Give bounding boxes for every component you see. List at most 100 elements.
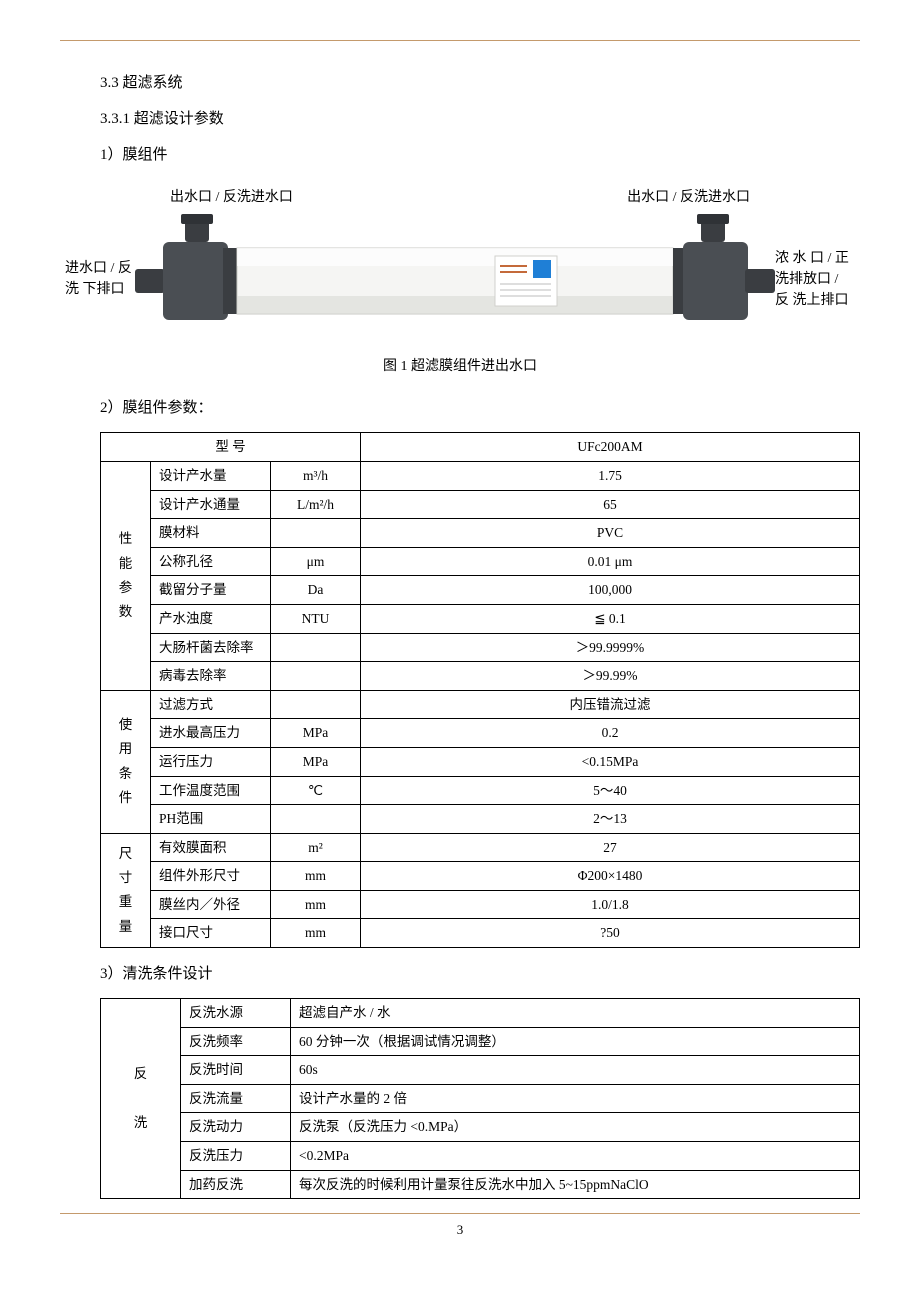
clean-value: <0.2MPa <box>291 1142 860 1171</box>
spec-value: 1.75 <box>361 461 860 490</box>
clean-value: 超滤自产水 / 水 <box>291 999 860 1028</box>
spec-unit: ℃ <box>271 776 361 805</box>
point-1-membrane: 1）膜组件 <box>100 143 860 167</box>
table-row: 设计产水通量 L/m²/h 65 <box>101 490 860 519</box>
spec-value: 27 <box>361 833 860 862</box>
table-row: 加药反洗 每次反洗的时候利用计量泵往反洗水中加入 5~15ppmNaClO <box>101 1170 860 1199</box>
spec-value: ≦ 0.1 <box>361 604 860 633</box>
bottom-rule <box>60 1213 860 1214</box>
table-row: 性能参数 设计产水量 m³/h 1.75 <box>101 461 860 490</box>
spec-unit <box>271 690 361 719</box>
spec-table: 型 号 UFc200AM 性能参数 设计产水量 m³/h 1.75 设计产水通量… <box>100 432 860 948</box>
spec-unit: Da <box>271 576 361 605</box>
diagram-label-side-right: 浓 水 口 / 正洗排放口 / 反 洗上排口 <box>775 248 855 311</box>
table-row: 组件外形尺寸 mm Φ200×1480 <box>101 862 860 891</box>
page-number: 3 <box>60 1220 860 1241</box>
spec-header-value: UFc200AM <box>361 433 860 462</box>
module-svg <box>135 214 775 344</box>
spec-value: 65 <box>361 490 860 519</box>
spec-param: 公称孔径 <box>151 547 271 576</box>
spec-unit: mm <box>271 919 361 948</box>
spec-param: 接口尺寸 <box>151 919 271 948</box>
spec-unit: mm <box>271 890 361 919</box>
cleaning-table: 反洗 反洗水源 超滤自产水 / 水 反洗频率 60 分钟一次（根据调试情况调整）… <box>100 998 860 1199</box>
spec-value: PVC <box>361 519 860 548</box>
clean-value: 反洗泵（反洗压力 <0.MPa） <box>291 1113 860 1142</box>
spec-param: 设计产水量 <box>151 461 271 490</box>
table-row: 反洗流量 设计产水量的 2 倍 <box>101 1084 860 1113</box>
table-row: 反洗时间 60s <box>101 1056 860 1085</box>
spec-header-row: 型 号 UFc200AM <box>101 433 860 462</box>
spec-value: ＞99.99% <box>361 662 860 691</box>
spec-param: 病毒去除率 <box>151 662 271 691</box>
spec-value: 0.2 <box>361 719 860 748</box>
spec-param: 膜材料 <box>151 519 271 548</box>
spec-param: 组件外形尺寸 <box>151 862 271 891</box>
spec-unit: m² <box>271 833 361 862</box>
table-row: 尺寸重量 有效膜面积 m² 27 <box>101 833 860 862</box>
clean-param: 反洗压力 <box>181 1142 291 1171</box>
table-row: 接口尺寸 mm ?50 <box>101 919 860 948</box>
spec-param: 截留分子量 <box>151 576 271 605</box>
spec-header-model: 型 号 <box>101 433 361 462</box>
clean-param: 反洗动力 <box>181 1113 291 1142</box>
table-row: 反洗频率 60 分钟一次（根据调试情况调整） <box>101 1027 860 1056</box>
spec-value: 100,000 <box>361 576 860 605</box>
spec-unit <box>271 805 361 834</box>
table-row: 产水浊度 NTU ≦ 0.1 <box>101 604 860 633</box>
spec-unit <box>271 662 361 691</box>
diagram-label-top-right: 出水口 / 反洗进水口 <box>627 187 750 208</box>
heading-3-3: 3.3 超滤系统 <box>100 71 860 95</box>
table-row: 使用条件 过滤方式 内压错流过滤 <box>101 690 860 719</box>
clean-param: 反洗流量 <box>181 1084 291 1113</box>
module-diagram: 出水口 / 反洗进水口 出水口 / 反洗进水口 进水口 / 反 洗 下排口 <box>60 187 860 344</box>
spec-unit: μm <box>271 547 361 576</box>
spec-value: 0.01 μm <box>361 547 860 576</box>
spec-value: 1.0/1.8 <box>361 890 860 919</box>
spec-param: 设计产水通量 <box>151 490 271 519</box>
table-row: PH范围 2～13 <box>101 805 860 834</box>
table-row: 运行压力 MPa <0.15MPa <box>101 747 860 776</box>
spec-param: 工作温度范围 <box>151 776 271 805</box>
spec-value: 内压错流过滤 <box>361 690 860 719</box>
diagram-label-top-left: 出水口 / 反洗进水口 <box>170 187 293 208</box>
spec-param: 大肠杆菌去除率 <box>151 633 271 662</box>
spec-param: 有效膜面积 <box>151 833 271 862</box>
clean-cat-backwash: 反洗 <box>101 999 181 1199</box>
spec-cat-size: 尺寸重量 <box>101 833 151 947</box>
spec-value: ?50 <box>361 919 860 948</box>
clean-value: 每次反洗的时候利用计量泵往反洗水中加入 5~15ppmNaClO <box>291 1170 860 1199</box>
figure-1-caption: 图 1 超滤膜组件进出水口 <box>60 356 860 378</box>
spec-value: <0.15MPa <box>361 747 860 776</box>
heading-3-3-1: 3.3.1 超滤设计参数 <box>100 107 860 131</box>
spec-unit <box>271 633 361 662</box>
spec-param: PH范围 <box>151 805 271 834</box>
clean-param: 反洗时间 <box>181 1056 291 1085</box>
point-3-cleaning: 3）清洗条件设计 <box>100 962 860 986</box>
spec-cat-usage: 使用条件 <box>101 690 151 833</box>
spec-unit <box>271 519 361 548</box>
spec-unit: m³/h <box>271 461 361 490</box>
table-row: 反洗压力 <0.2MPa <box>101 1142 860 1171</box>
table-row: 反洗动力 反洗泵（反洗压力 <0.MPa） <box>101 1113 860 1142</box>
top-rule <box>60 40 860 41</box>
clean-param: 反洗频率 <box>181 1027 291 1056</box>
spec-value: Φ200×1480 <box>361 862 860 891</box>
table-row: 膜材料 PVC <box>101 519 860 548</box>
spec-unit: MPa <box>271 747 361 776</box>
clean-param: 反洗水源 <box>181 999 291 1028</box>
spec-value: ＞99.9999% <box>361 633 860 662</box>
spec-param: 产水浊度 <box>151 604 271 633</box>
spec-unit: mm <box>271 862 361 891</box>
table-row: 截留分子量 Da 100,000 <box>101 576 860 605</box>
point-2-params: 2）膜组件参数： <box>100 396 860 420</box>
table-row: 反洗 反洗水源 超滤自产水 / 水 <box>101 999 860 1028</box>
spec-unit: MPa <box>271 719 361 748</box>
spec-unit: NTU <box>271 604 361 633</box>
table-row: 公称孔径 μm 0.01 μm <box>101 547 860 576</box>
table-row: 工作温度范围 ℃ 5～40 <box>101 776 860 805</box>
spec-param: 进水最高压力 <box>151 719 271 748</box>
spec-param: 过滤方式 <box>151 690 271 719</box>
diagram-label-side-left: 进水口 / 反 洗 下排口 <box>65 258 135 300</box>
table-row: 进水最高压力 MPa 0.2 <box>101 719 860 748</box>
